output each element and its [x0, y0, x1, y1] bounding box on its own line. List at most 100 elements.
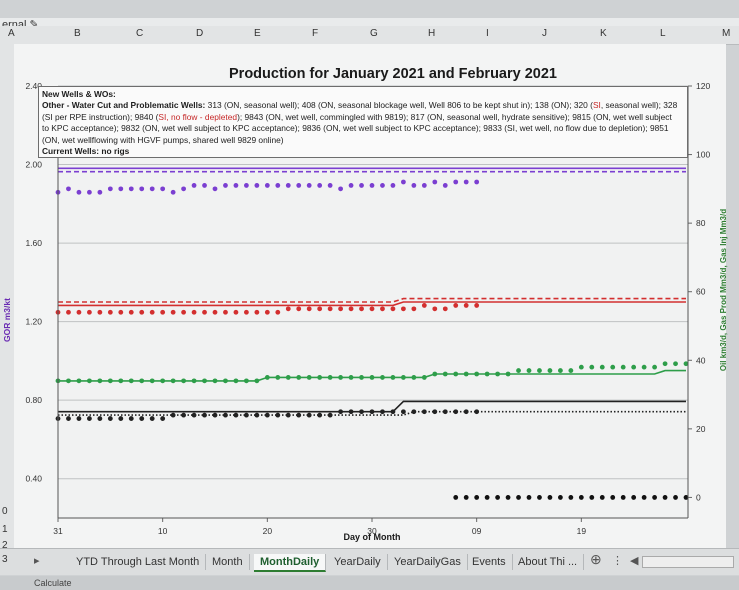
data-point — [170, 189, 176, 195]
column-header-k[interactable]: K — [600, 28, 607, 39]
data-point — [275, 183, 281, 188]
column-header-g[interactable]: G — [370, 28, 378, 39]
data-point — [128, 186, 134, 192]
chart-title: Production for January 2021 and February… — [229, 66, 557, 82]
x-tick-label: 20 — [263, 526, 273, 536]
data-point — [359, 183, 364, 188]
data-point — [191, 309, 197, 315]
column-header-b[interactable]: B — [74, 28, 81, 39]
data-point — [516, 495, 521, 500]
series-8 — [55, 409, 480, 421]
data-point — [223, 309, 228, 315]
data-point — [118, 309, 124, 315]
horizontal-scrollbar[interactable] — [642, 556, 734, 568]
column-header-l[interactable]: L — [660, 28, 666, 39]
data-point — [432, 306, 438, 312]
data-point — [463, 179, 469, 185]
x-tick-label: 09 — [472, 526, 482, 536]
status-bar — [0, 576, 739, 590]
column-header-d[interactable]: D — [196, 28, 204, 39]
sheet-tab-about-thi[interactable]: About Thi ... — [512, 554, 585, 570]
data-point — [327, 412, 333, 418]
data-point — [285, 412, 291, 418]
data-point — [244, 412, 249, 418]
data-point — [620, 495, 626, 500]
y2-tick-label: 0 — [696, 492, 701, 502]
column-header-i[interactable]: I — [486, 28, 489, 39]
data-point — [223, 183, 228, 188]
data-point — [202, 412, 207, 418]
data-point — [275, 412, 281, 418]
column-header-e[interactable]: E — [254, 28, 261, 39]
sheet-tab-ytd-through-last-month[interactable]: YTD Through Last Month — [70, 554, 207, 570]
column-header-m[interactable]: M — [722, 28, 731, 39]
column-header-f[interactable]: F — [312, 28, 319, 39]
sheet-tab-yeardaily[interactable]: YearDaily — [328, 554, 388, 570]
data-point — [191, 412, 197, 418]
data-point — [380, 183, 385, 188]
data-point — [66, 186, 71, 192]
scroll-left-icon[interactable]: ◀ — [630, 555, 639, 567]
data-point — [599, 364, 605, 370]
y2-tick-label: 60 — [696, 287, 706, 297]
data-point — [421, 183, 427, 188]
y-tick-label: 1.60 — [25, 238, 42, 248]
data-point — [620, 364, 626, 370]
data-point — [275, 309, 281, 315]
series-line — [58, 369, 686, 382]
data-point — [348, 306, 354, 312]
annotation-line-3: (SI per RPE instruction); 9840 (SI, no f… — [42, 111, 672, 122]
row-header-0[interactable]: 0 — [2, 506, 8, 517]
row-header-2[interactable]: 2 — [2, 540, 8, 551]
data-point — [233, 309, 239, 315]
y-axis-label: GOR m3/kt — [2, 298, 12, 342]
plus-circle-icon[interactable]: ⊕ — [590, 551, 602, 567]
column-header-j[interactable]: J — [542, 28, 547, 39]
sheet-tab-yeardailygas[interactable]: YearDailyGas — [388, 554, 468, 570]
data-point — [578, 364, 584, 370]
sheet-tab-monthdaily[interactable]: MonthDaily — [254, 554, 327, 572]
data-point — [673, 361, 678, 367]
data-point — [442, 183, 448, 188]
y2-axis-label: Oil km3/d, Gas Prod Mm3/d, Gas Inj Mm3/d — [719, 209, 728, 371]
x-tick-label: 10 — [158, 526, 168, 536]
tab-scroll-right-icon[interactable]: ▸ — [34, 555, 40, 567]
data-point — [327, 183, 333, 188]
annotation-box: New Wells & WOs: Other - Water Cut and P… — [38, 86, 688, 158]
column-header-a[interactable]: A — [8, 28, 15, 39]
data-point — [76, 309, 82, 315]
data-point — [244, 309, 249, 315]
data-point — [285, 306, 291, 312]
data-point — [610, 495, 616, 500]
more-options-icon[interactable]: ⋮ — [612, 555, 623, 567]
data-point — [97, 309, 103, 315]
x-tick-label: 31 — [53, 526, 63, 536]
data-point — [118, 416, 124, 421]
data-point — [526, 495, 532, 500]
column-header-c[interactable]: C — [136, 28, 144, 39]
data-point — [463, 495, 469, 500]
data-point — [160, 186, 166, 192]
data-point — [411, 306, 417, 312]
column-header-h[interactable]: H — [428, 28, 436, 39]
y2-tick-label: 40 — [696, 355, 706, 365]
series-5 — [58, 297, 686, 303]
data-point — [306, 183, 312, 188]
data-point — [683, 495, 689, 500]
sheet-tab-events[interactable]: Events — [466, 554, 513, 570]
y2-tick-label: 100 — [696, 150, 710, 160]
data-point — [547, 368, 553, 373]
y-tick-label: 0.40 — [25, 474, 42, 484]
data-point — [107, 416, 113, 421]
data-point — [652, 364, 657, 370]
row-header-3[interactable]: 3 — [2, 554, 8, 565]
sheet-tab-month[interactable]: Month — [206, 554, 250, 570]
x-tick-label: 30 — [367, 526, 377, 536]
data-point — [348, 183, 354, 188]
data-point — [181, 186, 187, 192]
row-header-1[interactable]: 1 — [2, 524, 8, 535]
series-4 — [58, 301, 686, 307]
data-point — [453, 495, 459, 500]
annotation-line-current-wells: Current Wells: no rigs — [42, 146, 130, 157]
